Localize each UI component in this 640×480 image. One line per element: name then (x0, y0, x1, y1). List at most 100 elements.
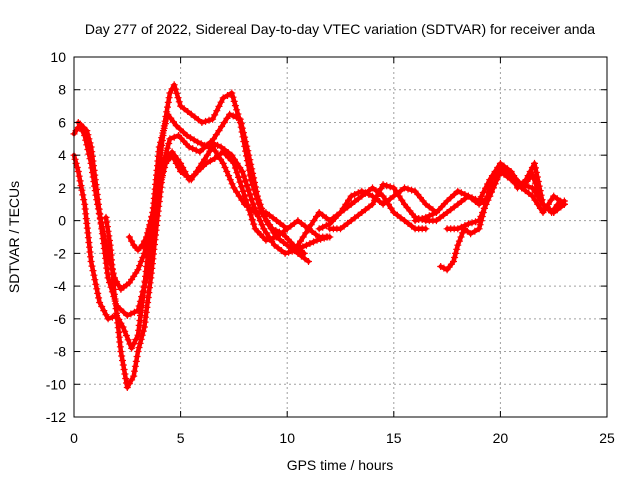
data-point (297, 252, 305, 260)
data-point (379, 200, 387, 208)
data-point (233, 106, 241, 114)
data-point (138, 241, 146, 249)
data-series (70, 81, 568, 391)
data-point (283, 241, 291, 249)
data-point (120, 308, 128, 316)
data-point (447, 194, 455, 202)
data-point (196, 148, 204, 156)
data-point (525, 189, 533, 197)
data-point (373, 192, 381, 200)
data-point (130, 308, 138, 316)
data-point (242, 138, 250, 146)
chart-title: Day 277 of 2022, Sidereal Day-to-day VTE… (85, 21, 595, 37)
data-point (507, 171, 515, 179)
data-point (306, 240, 314, 247)
data-point (386, 183, 394, 191)
data-point (140, 237, 148, 245)
data-point (128, 344, 136, 352)
data-point (422, 213, 430, 221)
data-point (457, 223, 465, 231)
data-point (170, 81, 178, 89)
data-point (457, 198, 465, 205)
data-point (179, 128, 187, 136)
data-point (130, 372, 138, 380)
data-point (297, 219, 305, 227)
y-tick-label: -12 (46, 409, 66, 425)
data-point (115, 282, 123, 289)
data-point (408, 186, 416, 194)
plot-frame (73, 56, 608, 418)
data-point (270, 241, 278, 249)
data-point (230, 159, 238, 167)
data-point (313, 213, 320, 220)
data-point (250, 220, 258, 228)
data-point (238, 196, 246, 204)
data-point (452, 249, 460, 257)
data-point (248, 196, 256, 204)
data-point (215, 102, 223, 110)
data-point (151, 200, 159, 208)
data-point (450, 191, 458, 198)
data-point (96, 299, 104, 306)
data-point (248, 165, 256, 173)
data-point (239, 187, 247, 195)
data-point (124, 336, 132, 344)
data-point (119, 361, 127, 369)
data-point (464, 220, 472, 228)
data-point (243, 182, 251, 190)
data-point (472, 218, 479, 226)
y-tick-label: 8 (58, 82, 66, 98)
data-point (185, 143, 193, 151)
data-point (459, 229, 467, 237)
data-point (534, 192, 542, 200)
data-point (78, 186, 86, 194)
data-point (168, 151, 176, 159)
data-point (105, 232, 113, 240)
data-point (358, 187, 366, 195)
data-point (172, 122, 180, 130)
data-point (120, 366, 128, 373)
data-point (138, 331, 146, 339)
data-point (82, 136, 90, 144)
data-point (493, 176, 501, 184)
data-point (246, 156, 254, 164)
data-point (347, 192, 355, 200)
data-point (131, 367, 138, 375)
y-tick-label: 6 (58, 114, 66, 130)
data-point (122, 332, 130, 339)
data-point (532, 164, 539, 172)
data-point (252, 188, 260, 195)
data-point (149, 209, 157, 216)
data-point (154, 188, 162, 196)
data-point (294, 241, 302, 249)
y-tick-label: 10 (50, 49, 66, 65)
data-point (386, 195, 394, 203)
data-point (468, 194, 476, 202)
data-point (290, 219, 298, 227)
data-point (212, 131, 220, 139)
data-point (312, 230, 320, 238)
data-point (528, 184, 536, 192)
data-point (139, 327, 147, 335)
data-point (262, 229, 270, 237)
data-point (223, 168, 231, 175)
data-point (71, 155, 79, 163)
data-point (475, 217, 483, 225)
data-point (135, 344, 143, 351)
data-point (157, 176, 165, 184)
x-tick-labels: 0 5 10 15 20 25 (70, 430, 615, 446)
data-point (156, 180, 164, 188)
data-point (246, 191, 254, 199)
data-point (504, 170, 511, 178)
data-point (379, 181, 387, 189)
data-point (73, 164, 81, 171)
data-point (457, 233, 465, 241)
data-point (103, 218, 111, 226)
data-point (461, 222, 469, 229)
series-track-10 (437, 159, 568, 274)
data-point (425, 203, 433, 211)
data-point (132, 357, 140, 365)
data-point (198, 159, 206, 167)
axis-ticks (73, 56, 608, 418)
